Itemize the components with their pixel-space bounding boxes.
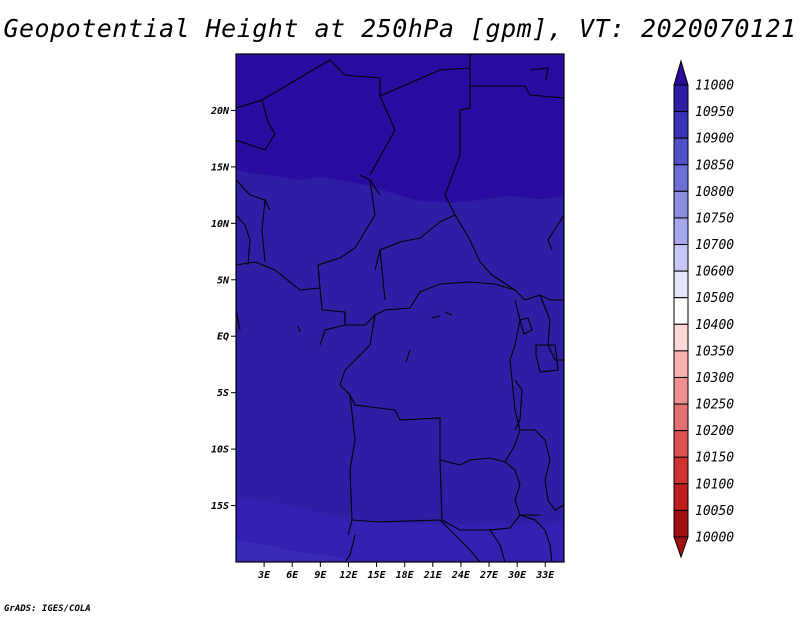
colorbar-label: 10750 xyxy=(695,211,734,226)
colorbar-swatch xyxy=(673,509,689,538)
lon-tick-label: 24E xyxy=(451,570,471,581)
lat-tick-label: 5N xyxy=(217,275,230,286)
colorbar-label: 11000 xyxy=(695,79,734,94)
colorbar-label: 10000 xyxy=(695,531,734,546)
fill-south-band xyxy=(236,497,564,562)
colorbar-label: 10050 xyxy=(695,504,734,519)
colorbar-label: 10250 xyxy=(695,398,734,413)
lat-tick-label: 15S xyxy=(211,501,229,512)
colorbar-swatch xyxy=(673,430,689,458)
colorbar-label: 10600 xyxy=(695,265,734,280)
colorbar-swatch xyxy=(673,403,689,432)
colorbar-label: 10100 xyxy=(695,477,734,492)
colorbar-label: 10400 xyxy=(695,318,734,333)
colorbar-label: 10900 xyxy=(695,132,734,147)
colorbar-label: 10850 xyxy=(695,158,734,173)
colorbar-swatch xyxy=(673,244,689,272)
map-frame xyxy=(235,53,565,563)
fill-north-band xyxy=(236,54,564,203)
colorbar-label: 10500 xyxy=(695,291,734,306)
colorbar-label: 10950 xyxy=(695,105,734,120)
country-borders xyxy=(236,54,564,562)
colorbar-bottom-arrow xyxy=(673,536,689,559)
colorbar-swatch xyxy=(673,483,689,511)
colorbar-swatch xyxy=(673,297,689,325)
longitude-axis: 3E 6E 9E 12E 15E 18E 21E 24E 27E 30E 33E xyxy=(257,562,555,581)
colorbar-label: 10700 xyxy=(695,238,734,253)
lat-tick-label: 10N xyxy=(211,219,230,230)
colorbar-swatch xyxy=(673,376,689,405)
lat-tick-label: 5S xyxy=(217,388,229,399)
colorbar-swatch xyxy=(673,84,689,113)
lon-tick-label: 12E xyxy=(339,570,358,581)
colorbar-swatch xyxy=(673,350,689,378)
lon-tick-label: 33E xyxy=(535,570,555,581)
lat-tick-label: 20N xyxy=(210,106,230,117)
lon-tick-label: 30E xyxy=(507,570,527,581)
contour-fill xyxy=(236,54,564,562)
lon-tick-label: 9E xyxy=(314,570,327,581)
colorbar-swatch xyxy=(673,323,689,352)
plot-title: Geopotential Height at 250hPa [gpm], VT:… xyxy=(3,14,797,43)
colorbar-swatch xyxy=(673,456,689,485)
lon-tick-label: 3E xyxy=(257,570,271,581)
colorbar-swatch xyxy=(673,270,689,299)
lon-tick-label: 15E xyxy=(368,570,387,581)
lat-tick-label: 15N xyxy=(211,162,230,173)
colorbar-label: 10800 xyxy=(695,185,734,200)
lon-tick-label: 18E xyxy=(396,570,415,581)
colorbar-swatch xyxy=(673,217,689,246)
lon-tick-label: 27E xyxy=(479,570,499,581)
colorbar-swatch xyxy=(673,111,689,139)
colorbar-swatch xyxy=(673,190,689,219)
lat-tick-label: 10S xyxy=(211,445,229,456)
colorbar-label: 10200 xyxy=(695,424,734,439)
lon-tick-label: 6E xyxy=(286,570,299,581)
lat-tick-label: EQ xyxy=(217,332,229,343)
colorbar-label: 10350 xyxy=(695,344,734,359)
colorbar-swatch xyxy=(673,137,689,166)
footer-credit: GrADS: IGES/COLA xyxy=(4,604,91,614)
colorbar-top-arrow xyxy=(673,59,689,86)
colorbar-label: 10150 xyxy=(695,451,734,466)
latitude-axis: 20N 15N 10N 5N EQ 5S 10S 15S xyxy=(210,106,236,512)
fill-southmost-band xyxy=(236,540,350,562)
lon-tick-label: 21E xyxy=(423,570,443,581)
colorbar-swatch xyxy=(673,164,689,192)
colorbar: 11000 10950 10900 10850 10800 10750 10700 10600… xyxy=(673,59,734,559)
colorbar-label: 10300 xyxy=(695,371,734,386)
